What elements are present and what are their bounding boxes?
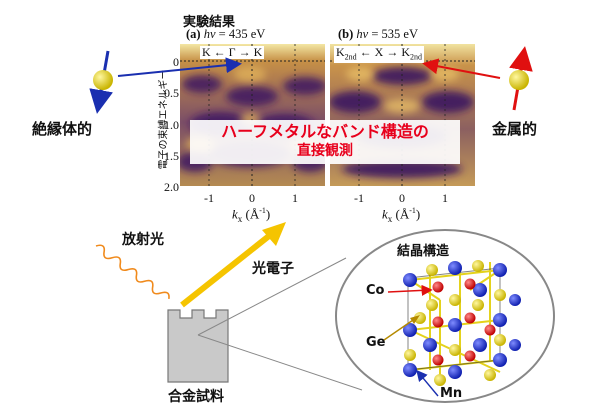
panel-b-label: (b) hν = 535 eV (338, 27, 418, 41)
x-tick-a-1: 1 (292, 191, 298, 205)
crystal-structure-label: 結晶構造 (397, 244, 450, 259)
panel-a-label: (a) hν = 435 eV (186, 27, 266, 41)
y-tick-2: 1.0 (164, 118, 179, 132)
co-atoms-icon (432, 278, 496, 366)
experiment-title: 実験結果 (183, 15, 236, 30)
co-label: Co (366, 283, 385, 298)
mn-atoms-icon (403, 261, 521, 379)
x-tick-a-neg1: -1 (204, 191, 214, 205)
arrow-to-panel-a (117, 57, 242, 77)
radiation-wave-icon (95, 244, 170, 300)
x-axis-label-b: kx (Å-1) (382, 206, 421, 224)
y-tick-1: 0.5 (164, 86, 179, 100)
x-axis-label-a: kx (Å-1) (232, 206, 271, 224)
ge-atoms-icon (404, 260, 506, 386)
panel-b-k-labels: K2nd ← X → K2nd (334, 45, 425, 64)
y-tick-0: 0 (173, 55, 179, 69)
photoelectron-arrow-icon (180, 229, 276, 308)
x-tick-b-1: 1 (442, 191, 448, 205)
photoelectron-label: 光電子 (252, 261, 294, 277)
x-tick-b-neg1: -1 (354, 191, 364, 205)
banner: ハーフメタルなバンド構造の 直接観測 (190, 120, 460, 164)
banner-line1: ハーフメタルなバンド構造の (221, 122, 429, 141)
banner-line2: 直接観測 (297, 143, 353, 159)
ge-label: Ge (366, 335, 386, 350)
spin-down-atom-icon (89, 50, 113, 114)
x-tick-a-0: 0 (249, 191, 255, 205)
y-tick-3: 1.5 (164, 149, 179, 163)
spin-up-atom-icon (509, 46, 533, 111)
mn-label: Mn (440, 386, 463, 401)
panel-a-k-labels: K ← Γ → K (200, 45, 265, 59)
metal-label: 金属的 (492, 120, 538, 138)
insulator-label: 絶縁体的 (32, 120, 93, 138)
arrow-to-panel-b (422, 58, 501, 79)
sample-block-icon (167, 309, 229, 383)
sample-label: 合金試料 (168, 389, 224, 405)
radiation-label: 放射光 (122, 232, 164, 248)
x-tick-b-0: 0 (399, 191, 405, 205)
y-tick-4: 2.0 (164, 180, 179, 194)
